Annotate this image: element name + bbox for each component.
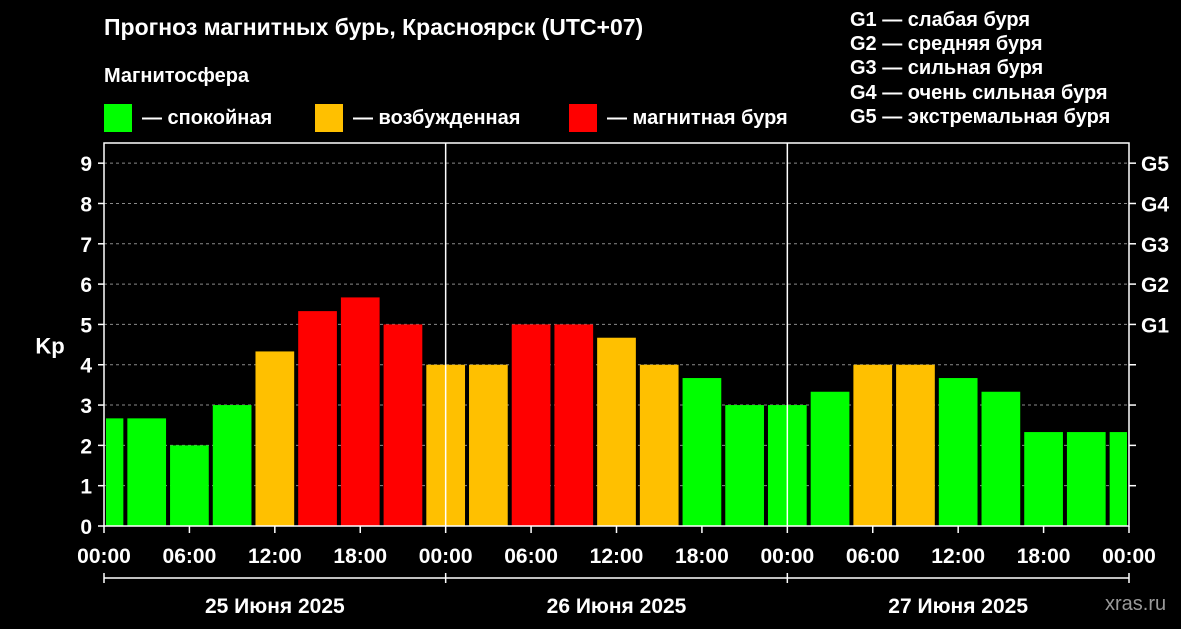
kp-bar: [255, 351, 295, 526]
legend-label-active: — возбужденная: [353, 106, 521, 129]
legend-label-calm: — спокойная: [142, 106, 273, 129]
legend-swatch-calm: [104, 104, 132, 132]
y-tick-label: 1: [80, 476, 92, 499]
x-tick-label: 18:00: [1017, 545, 1071, 568]
x-tick-label: 06:00: [846, 545, 900, 568]
kp-bar: [340, 297, 380, 526]
x-tick-label: 12:00: [248, 545, 302, 568]
x-tick-label: 06:00: [163, 545, 217, 568]
g-scale-item-g3: G3 — сильная буря: [850, 57, 1044, 80]
x-tick-label: 12:00: [931, 545, 985, 568]
g-scale-item-g4: G4 — очень сильная буря: [850, 81, 1108, 104]
g-scale-item-g5: G5 — экстремальная буря: [850, 105, 1111, 128]
x-tick-label: 18:00: [333, 545, 387, 568]
magnetosphere-label: Магнитосфера: [104, 65, 250, 87]
kp-bar: [597, 337, 636, 526]
kp-bar: [810, 391, 850, 526]
kp-bar: [896, 364, 935, 526]
x-tick-label: 06:00: [504, 545, 558, 568]
y-tick-label: 7: [80, 234, 92, 257]
g-scale-item-g2: G2 — средняя буря: [850, 33, 1043, 56]
g-tick-label: G4: [1141, 193, 1169, 216]
kp-bar: [383, 324, 423, 526]
g-tick-label: G2: [1141, 274, 1169, 297]
kp-bar: [469, 364, 508, 526]
y-tick-label: 2: [80, 435, 92, 458]
kp-bar: [1066, 432, 1106, 526]
y-tick-label: 9: [80, 153, 92, 176]
x-tick-label: 00:00: [419, 545, 473, 568]
x-tick-label: 18:00: [675, 545, 729, 568]
kp-bar: [682, 378, 722, 526]
y-tick-label: 8: [80, 193, 92, 216]
kp-bar: [554, 324, 594, 526]
kp-bar: [511, 324, 551, 526]
page-title: Прогноз магнитных бурь, Красноярск (UTC+…: [104, 14, 644, 40]
kp-bar: [106, 418, 124, 526]
x-tick-label: 00:00: [77, 545, 131, 568]
kp-bar: [170, 445, 209, 526]
y-tick-label: 6: [80, 274, 92, 297]
y-tick-label: 5: [80, 314, 92, 337]
x-tick-label: 12:00: [590, 545, 644, 568]
kp-bar: [938, 378, 978, 526]
date-label: 27 Июня 2025: [888, 595, 1028, 618]
kp-bar: [1109, 432, 1127, 526]
date-label: 26 Июня 2025: [547, 595, 687, 618]
legend-item-active: — возбужденная: [315, 104, 520, 132]
legend-label-storm: — магнитная буря: [607, 106, 788, 129]
y-tick-label: 4: [80, 355, 92, 378]
kp-bar: [853, 364, 893, 526]
kp-bar: [298, 311, 337, 526]
legend-item-storm: — магнитная буря: [569, 104, 788, 132]
watermark: xras.ru: [1105, 593, 1167, 615]
legend-item-calm: — спокойная: [104, 104, 272, 132]
g-tick-label: G5: [1141, 153, 1169, 176]
legend-swatch-storm: [569, 104, 597, 132]
kp-bar: [639, 364, 679, 526]
kp-bar: [1024, 432, 1063, 526]
y-tick-label: 0: [80, 516, 92, 539]
g-scale-legend: G1 — слабая буря G2 — средняя буря G3 — …: [850, 8, 1110, 129]
legend-swatch-active: [315, 104, 343, 132]
y-tick-label: 3: [80, 395, 92, 418]
kp-bar: [127, 418, 167, 526]
x-tick-label: 00:00: [760, 545, 814, 568]
y-axis-label: Kp: [35, 334, 64, 359]
date-label: 25 Июня 2025: [205, 595, 345, 618]
g-tick-label: G3: [1141, 234, 1169, 257]
x-tick-label: 00:00: [1102, 545, 1156, 568]
kp-bar: [212, 405, 252, 526]
kp-bar: [725, 405, 764, 526]
kp-bar: [981, 391, 1021, 526]
g-scale-item-g1: G1 — слабая буря: [850, 9, 1031, 31]
g-tick-label: G1: [1141, 314, 1169, 337]
